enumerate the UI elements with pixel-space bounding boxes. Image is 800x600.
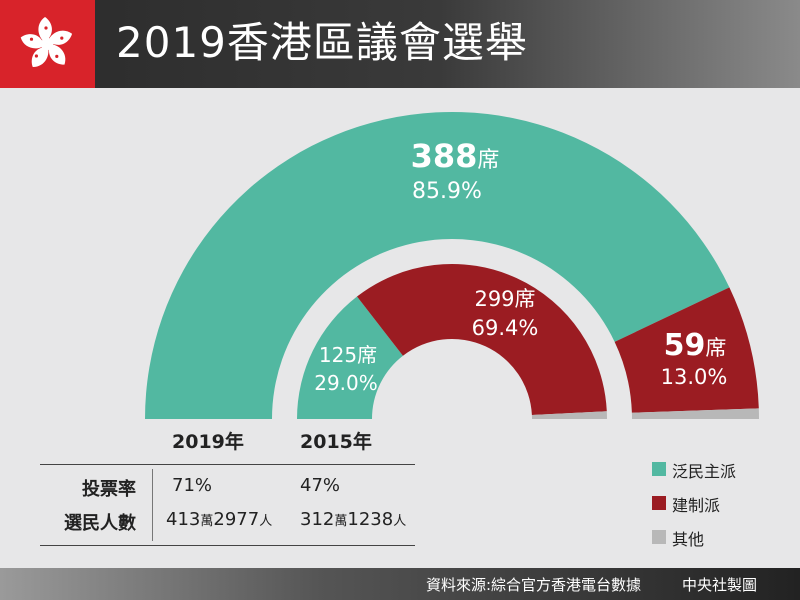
hong-kong-flag (0, 0, 95, 88)
voters-2015: 312萬1238人 (300, 509, 407, 530)
turnout-2015: 47% (300, 475, 341, 496)
legend-swatch-others (652, 530, 666, 544)
label-2019-pan-seats: 388席 (411, 137, 500, 175)
slice-2015-2 (531, 411, 607, 419)
legend-label-pan-democratic: 泛民主派 (672, 462, 737, 481)
slice-2015-0 (297, 296, 403, 419)
voters-2019: 413萬2977人 (166, 509, 273, 530)
slice-2019-0 (145, 112, 730, 419)
turnout-2019: 71% (172, 475, 213, 496)
source-note: 資料來源:綜合官方香港電台數據 (426, 576, 642, 594)
label-2015-pan-percent: 29.0% (314, 371, 378, 395)
ring-2019 (145, 112, 759, 419)
legend-label-pro-establishment: 建制派 (672, 496, 721, 515)
footer-bar: 資料來源:綜合官方香港電台數據 中央社製圖 (0, 568, 800, 600)
year-label-2019: 2019年 (172, 431, 244, 453)
year-label-2015: 2015年 (300, 431, 372, 453)
label-2019-est-seats: 59席 (664, 328, 727, 363)
label-2015-est-percent: 69.4% (472, 316, 539, 340)
legend-swatch-pro-establishment (652, 496, 666, 510)
voters-label: 選民人數 (64, 513, 136, 534)
turnout-label: 投票率 (82, 479, 136, 500)
seat-chart: 388席 85.9% 59席 13.0% 299席 69.4% 125席 29.… (145, 112, 759, 419)
slice-2019-1 (614, 287, 759, 413)
stats-table: 投票率 71% 47% 選民人數 413萬2977人 312萬1238人 (40, 464, 415, 546)
page-title: 2019香港區議會選舉 (116, 18, 528, 67)
label-2019-est-percent: 13.0% (661, 365, 728, 389)
stats-divider (152, 469, 153, 541)
ring-2015 (297, 264, 607, 419)
label-2019-pan-percent: 85.9% (412, 179, 482, 204)
legend-swatch-pan-democratic (652, 462, 666, 476)
bauhinia-icon (20, 17, 73, 68)
credit-note: 中央社製圖 (682, 576, 758, 594)
legend-label-others: 其他 (672, 530, 705, 549)
header-bar: 2019香港區議會選舉 (0, 0, 800, 88)
slice-2019-2 (631, 408, 759, 419)
label-2015-pan-seats: 125席 (319, 343, 377, 367)
slice-2015-1 (356, 264, 607, 415)
label-2015-est-seats: 299席 (474, 287, 535, 311)
